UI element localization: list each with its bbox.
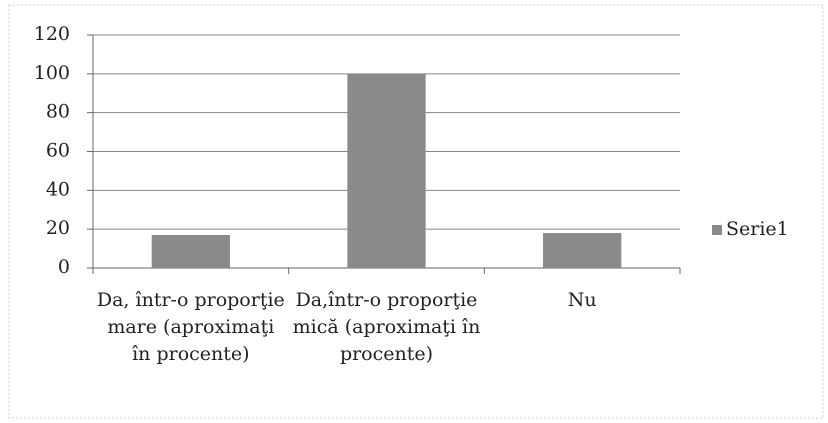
bar bbox=[543, 233, 622, 268]
x-tick-label: Nu bbox=[567, 289, 597, 311]
legend-label: Serie1 bbox=[726, 218, 789, 240]
y-tick-label: 60 bbox=[46, 140, 70, 162]
x-tick-label: Da, într-o proporţie mare (aproximaţi în… bbox=[96, 289, 285, 365]
y-tick-label: 40 bbox=[46, 178, 70, 200]
y-tick-label: 20 bbox=[46, 217, 70, 239]
y-tick-label: 0 bbox=[58, 256, 70, 278]
bar bbox=[347, 73, 426, 268]
y-tick-label: 100 bbox=[34, 62, 70, 84]
chart-frame bbox=[8, 4, 824, 419]
bar bbox=[151, 234, 230, 268]
x-tick-label: Da,într-o proporţie mică (aproximaţi în … bbox=[292, 289, 481, 365]
y-tick-label: 120 bbox=[34, 23, 70, 45]
legend-swatch bbox=[712, 225, 722, 235]
y-tick-label: 80 bbox=[46, 101, 70, 123]
